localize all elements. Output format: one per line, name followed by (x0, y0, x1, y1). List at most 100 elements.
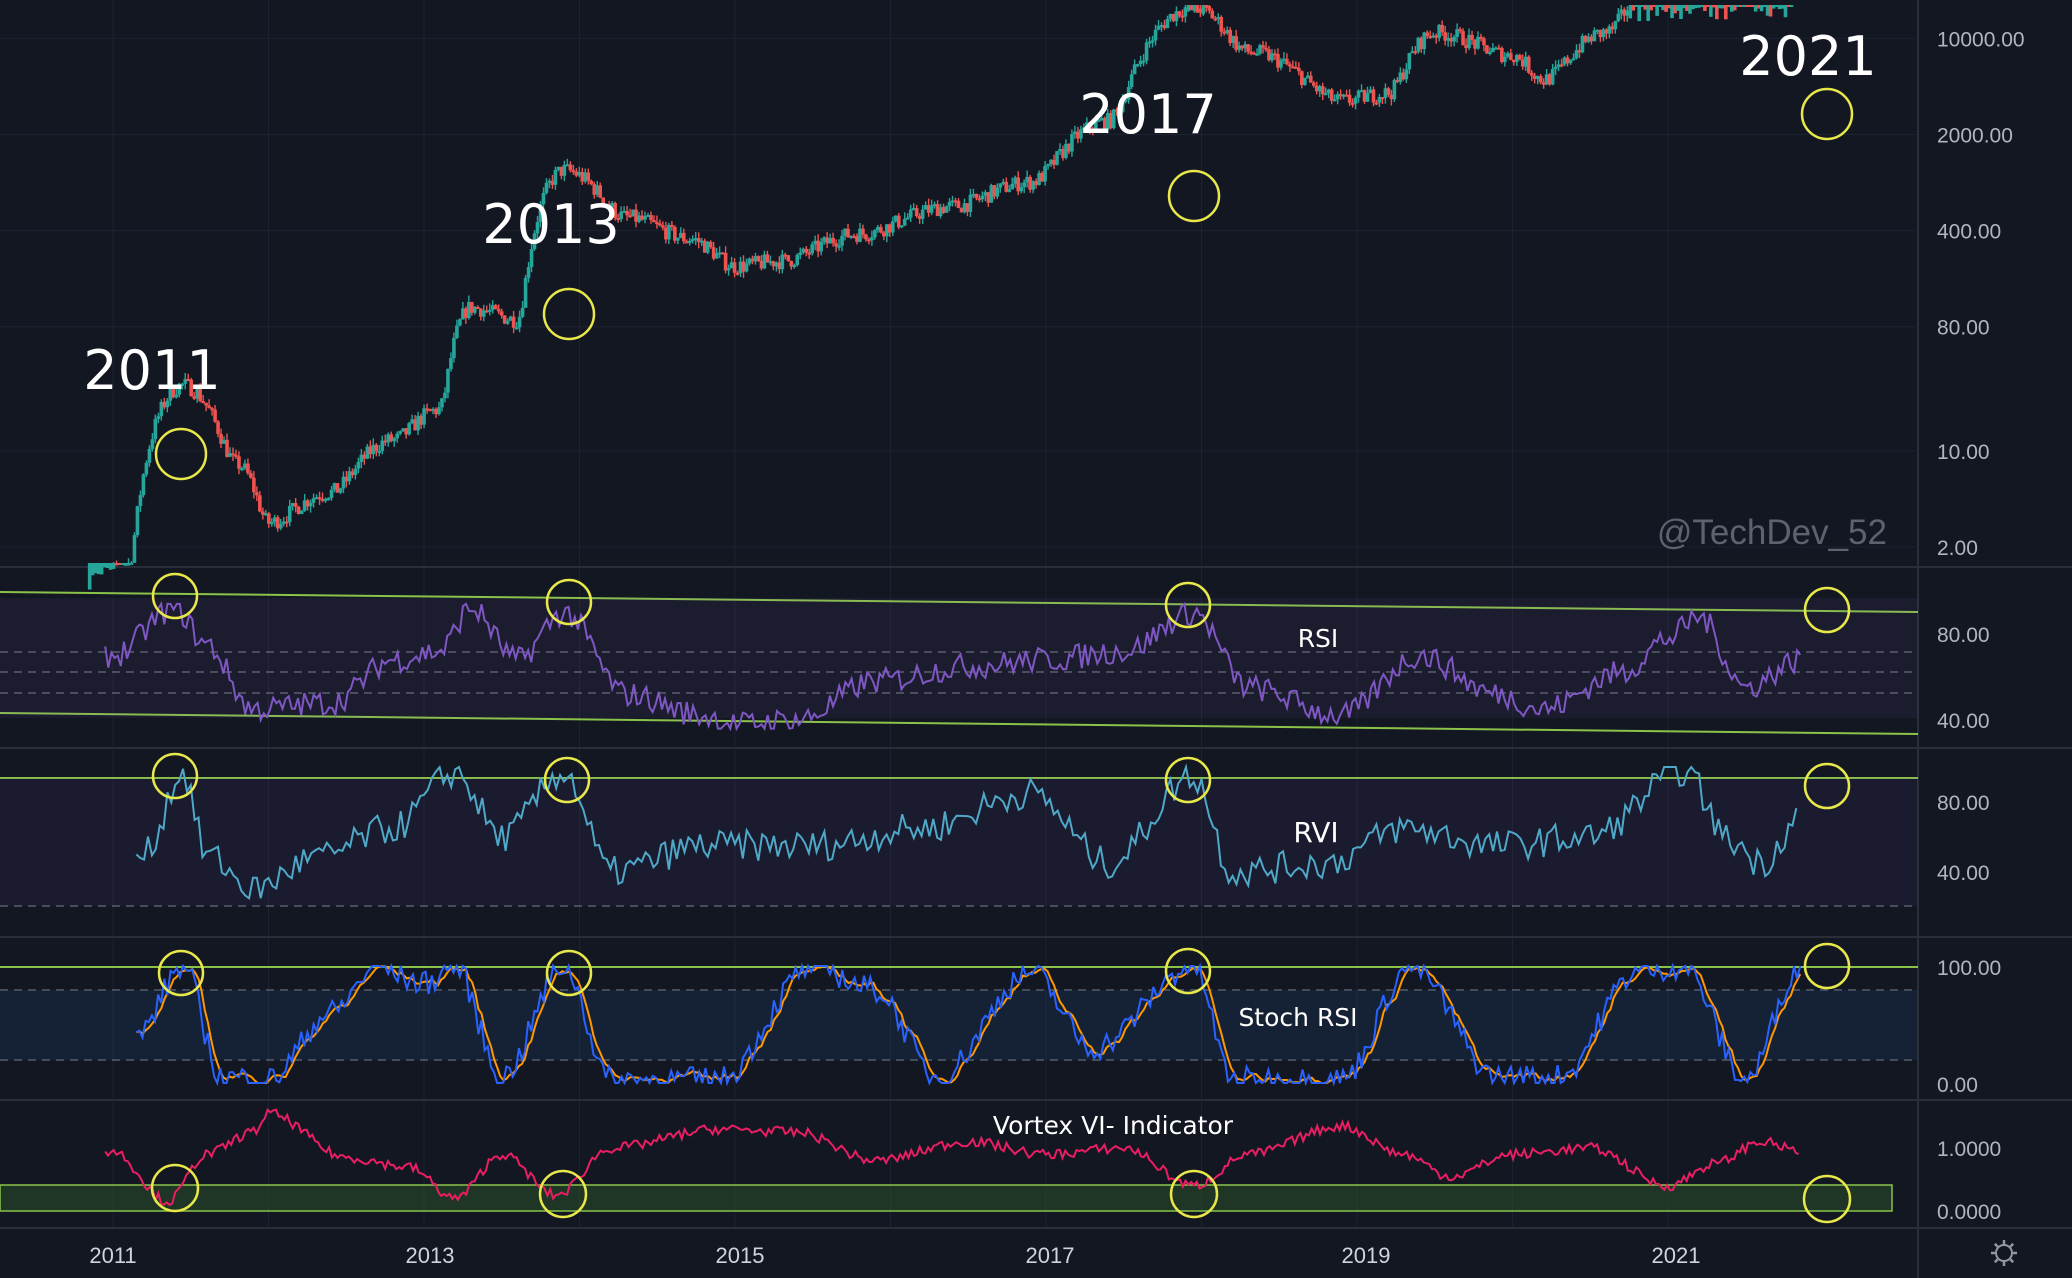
up-candle (631, 209, 635, 217)
down-candle (225, 439, 229, 457)
up-candle (902, 218, 907, 226)
cycle-label: 2013 (482, 193, 619, 256)
up-candle (111, 563, 116, 569)
up-candle (87, 563, 92, 590)
up-candle (395, 433, 399, 439)
pane-backgrounds (0, 598, 1918, 1212)
down-candle (1425, 32, 1430, 37)
up-candle (705, 241, 710, 253)
up-candle (299, 510, 304, 515)
up-candle (1494, 47, 1498, 50)
up-candle (1135, 64, 1140, 67)
up-candle (1762, 5, 1767, 7)
up-candle (520, 307, 525, 317)
down-candle (1509, 53, 1513, 60)
stoch-title: Stoch RSI (1238, 1003, 1357, 1032)
up-candle (407, 423, 411, 435)
down-candle (114, 563, 119, 566)
down-candle (750, 258, 755, 262)
up-candle (326, 497, 331, 500)
down-candle (1685, 5, 1689, 12)
down-candle (1297, 67, 1301, 72)
up-candle (514, 327, 519, 330)
up-candle (1323, 93, 1328, 96)
up-candle (287, 505, 292, 523)
up-candle (410, 419, 414, 424)
up-candle (604, 204, 608, 207)
down-candle (1267, 49, 1271, 61)
down-candle (861, 228, 865, 235)
up-candle (1144, 42, 1149, 61)
up-candle (643, 216, 647, 220)
up-candle (1514, 55, 1519, 63)
down-candle (1706, 5, 1710, 7)
up-candle (341, 476, 346, 489)
up-candle (583, 172, 588, 182)
down-candle (1541, 82, 1546, 85)
up-candle (637, 215, 641, 222)
down-candle (846, 228, 850, 238)
up-candle (1147, 41, 1152, 44)
x-axis-tick-label: 2017 (1026, 1243, 1075, 1268)
up-candle (911, 207, 916, 210)
down-candle (171, 387, 176, 398)
down-candle (1213, 18, 1218, 21)
up-candle (323, 499, 328, 502)
down-candle (1171, 14, 1176, 22)
up-candle (96, 563, 101, 575)
down-candle (601, 197, 605, 205)
up-candle (699, 240, 704, 243)
down-candle (1750, 5, 1755, 7)
gear-icon[interactable] (1991, 1240, 2017, 1266)
up-candle (873, 230, 877, 238)
down-candle (550, 180, 555, 185)
down-candle (1715, 5, 1719, 20)
down-candle (470, 301, 474, 313)
down-candle (434, 408, 438, 415)
axes: 2000000.00400000.0010000.002000.00400.00… (89, 28, 2024, 1268)
up-candle (461, 308, 465, 320)
up-candle (228, 453, 232, 457)
down-candle (1419, 37, 1424, 50)
down-candle (320, 498, 325, 501)
down-candle (628, 215, 632, 218)
down-candle (625, 210, 629, 216)
down-candle (1240, 45, 1244, 49)
up-candle (932, 204, 937, 207)
up-candle (726, 268, 731, 271)
rsi-peak-circle (1803, 586, 1851, 634)
up-candle (165, 400, 170, 408)
gear-tooth (1993, 1242, 1999, 1248)
down-candle (219, 433, 223, 444)
up-candle (774, 262, 779, 267)
up-candle (1404, 69, 1409, 80)
price-axis-tick-label: 80.00 (1937, 317, 1990, 340)
up-candle (422, 408, 426, 425)
down-candle (1389, 94, 1394, 100)
up-candle (1159, 25, 1164, 28)
rsi-axis-tick-label: 80.00 (1937, 624, 1990, 647)
up-candle (1700, 5, 1704, 7)
down-candle (511, 316, 516, 328)
down-candle (499, 311, 504, 316)
down-candle (192, 396, 196, 399)
up-candle (1562, 57, 1567, 65)
down-candle (926, 205, 931, 213)
up-candle (1305, 75, 1310, 78)
up-candle (1064, 143, 1068, 158)
up-candle (141, 474, 146, 496)
up-candle (1655, 5, 1659, 16)
down-candle (771, 261, 776, 267)
price-axis-tick-label: 2000.00 (1937, 125, 2013, 148)
down-candle (1088, 122, 1092, 129)
down-candle (559, 166, 564, 176)
down-candle (275, 517, 280, 529)
up-candle (813, 240, 817, 245)
up-candle (1335, 94, 1340, 100)
up-candle (738, 261, 743, 274)
up-candle (1359, 90, 1364, 93)
down-candle (640, 215, 644, 220)
down-candle (1189, 5, 1194, 11)
down-candle (496, 309, 501, 312)
down-candle (1559, 64, 1564, 67)
